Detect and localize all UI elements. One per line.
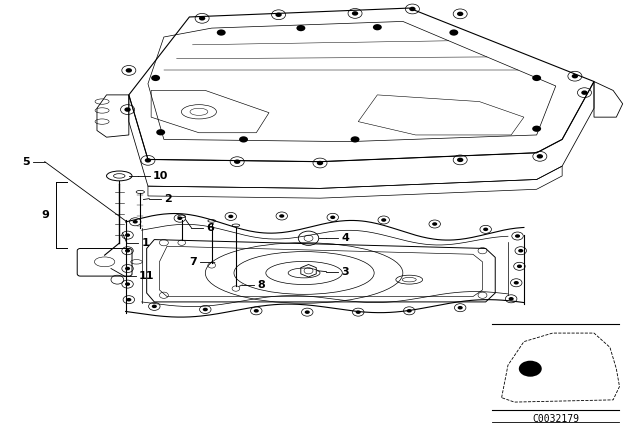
Text: 3: 3 <box>341 267 349 276</box>
Circle shape <box>152 305 157 308</box>
Circle shape <box>572 74 578 78</box>
Circle shape <box>217 30 226 36</box>
Circle shape <box>151 75 160 81</box>
Circle shape <box>532 125 541 132</box>
Circle shape <box>330 215 335 219</box>
Circle shape <box>305 310 310 314</box>
Text: 4: 4 <box>341 233 349 243</box>
Circle shape <box>125 282 130 286</box>
Circle shape <box>296 25 305 31</box>
Circle shape <box>145 158 151 163</box>
Circle shape <box>509 297 514 301</box>
Circle shape <box>253 309 259 313</box>
Circle shape <box>126 298 131 302</box>
Circle shape <box>519 361 541 377</box>
Circle shape <box>125 233 130 237</box>
Text: 10: 10 <box>153 171 168 181</box>
Circle shape <box>125 267 130 270</box>
Circle shape <box>124 108 131 112</box>
Circle shape <box>518 249 524 253</box>
Circle shape <box>458 306 463 310</box>
Circle shape <box>457 12 463 16</box>
Circle shape <box>432 222 437 226</box>
Circle shape <box>279 214 284 218</box>
Circle shape <box>517 264 522 268</box>
Text: 6: 6 <box>206 223 214 233</box>
Circle shape <box>239 136 248 142</box>
Text: 11: 11 <box>139 271 154 281</box>
Circle shape <box>381 218 387 222</box>
Text: 1: 1 <box>141 238 149 248</box>
Circle shape <box>532 75 541 81</box>
Circle shape <box>199 16 205 21</box>
Circle shape <box>409 7 415 11</box>
Circle shape <box>537 154 543 159</box>
Text: 2: 2 <box>164 194 172 204</box>
Circle shape <box>125 249 130 253</box>
Text: 9: 9 <box>42 210 49 220</box>
Circle shape <box>352 11 358 16</box>
Circle shape <box>515 234 520 238</box>
Circle shape <box>514 281 519 284</box>
Text: 8: 8 <box>257 280 265 290</box>
Circle shape <box>351 136 360 142</box>
Circle shape <box>234 159 241 164</box>
Circle shape <box>317 161 323 165</box>
Circle shape <box>483 228 488 231</box>
Text: 5: 5 <box>22 157 30 167</box>
Circle shape <box>132 220 138 224</box>
Text: C0032179: C0032179 <box>532 414 579 424</box>
Circle shape <box>228 215 234 218</box>
Text: 7: 7 <box>189 257 197 267</box>
Circle shape <box>203 308 208 311</box>
Circle shape <box>449 30 458 36</box>
Circle shape <box>275 13 282 17</box>
Circle shape <box>373 24 382 30</box>
Circle shape <box>156 129 165 135</box>
Circle shape <box>406 309 412 313</box>
Circle shape <box>581 90 588 95</box>
Circle shape <box>356 310 361 314</box>
Circle shape <box>177 216 182 220</box>
Circle shape <box>125 68 132 73</box>
Circle shape <box>457 158 463 162</box>
